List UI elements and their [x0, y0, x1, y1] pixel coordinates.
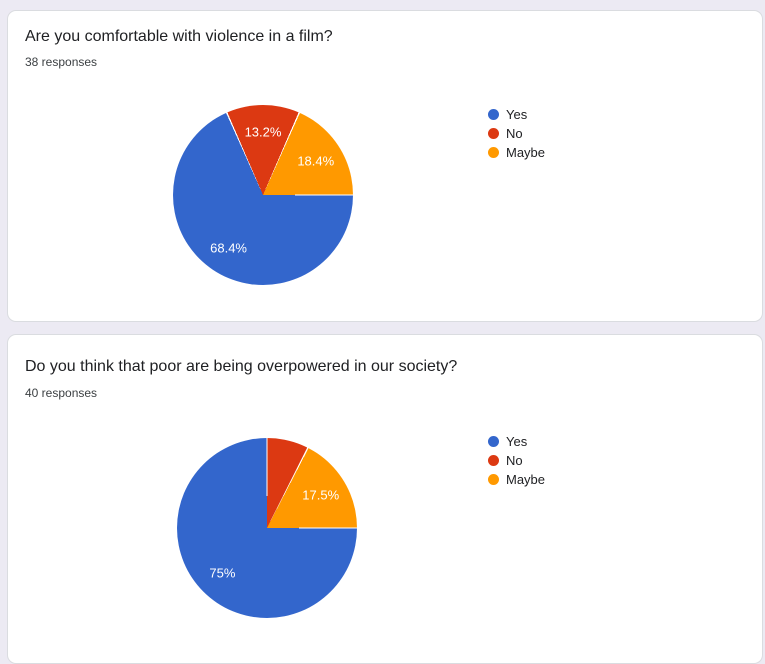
legend-label: Maybe	[506, 472, 546, 487]
legend-item: No	[488, 451, 545, 470]
legend-swatch-icon	[488, 455, 499, 466]
response-card: Are you comfortable with violence in a f…	[7, 10, 763, 322]
legend-swatch-icon	[488, 474, 499, 485]
pie-chart: 68.4% 13.2% 18.4%	[173, 105, 353, 285]
pie-slice-label: 75%	[209, 565, 236, 581]
question-title: Are you comfortable with violence in a f…	[25, 28, 333, 45]
pie-chart: 75% 17.5%	[177, 438, 357, 618]
legend-item: Maybe	[488, 143, 545, 162]
legend-label: Yes	[506, 107, 528, 122]
legend-label: No	[506, 453, 523, 468]
response-count: 38 responses	[25, 55, 98, 69]
pie-slice-label: 13.2%	[244, 124, 282, 140]
legend-item: Maybe	[488, 470, 545, 489]
pie-slice-label: 68.4%	[210, 240, 247, 256]
pie-slice-label: 18.4%	[297, 153, 335, 169]
legend-swatch-icon	[488, 436, 499, 447]
pie-slice-label: 17.5%	[302, 487, 340, 503]
legend-swatch-icon	[488, 109, 499, 120]
response-count: 40 responses	[25, 386, 98, 400]
legend-item: Yes	[488, 432, 545, 451]
legend-swatch-icon	[488, 147, 499, 158]
legend-swatch-icon	[488, 128, 499, 139]
question-title: Do you think that poor are being overpow…	[25, 358, 458, 375]
legend-item: No	[488, 124, 545, 143]
legend-item: Yes	[488, 105, 545, 124]
response-card: Do you think that poor are being overpow…	[7, 334, 763, 664]
legend-label: Yes	[506, 434, 528, 449]
legend-label: Maybe	[506, 145, 546, 160]
chart-legend: Yes No Maybe	[488, 432, 545, 489]
legend-label: No	[506, 126, 523, 141]
chart-legend: Yes No Maybe	[488, 105, 545, 162]
